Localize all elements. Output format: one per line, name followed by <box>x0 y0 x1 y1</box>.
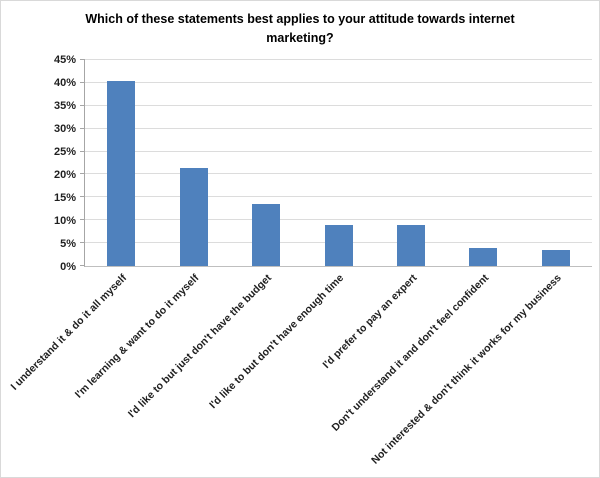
y-axis-tick <box>80 127 85 129</box>
bar <box>396 224 425 266</box>
x-axis-category-label: Don't understand it and don't feel confi… <box>329 272 492 434</box>
x-axis-category-label: I'm learning & want to do it myself <box>72 272 202 401</box>
gridline <box>85 150 592 152</box>
y-axis-tick <box>80 59 85 60</box>
gridline <box>85 173 592 175</box>
gridline <box>85 104 592 106</box>
y-axis-labels: 0% 5% 10% 15% 20% 25% 30% 35% 40% 45% <box>1 54 76 273</box>
y-axis-tick <box>80 81 85 83</box>
y-axis-tick-label: 30% <box>53 122 76 135</box>
y-axis-tick <box>80 265 85 266</box>
bar <box>324 224 353 266</box>
y-axis-tick-label: 15% <box>53 191 76 204</box>
y-axis-tick-label: 0% <box>60 260 76 273</box>
gridline <box>85 81 592 83</box>
y-axis-tick <box>80 219 85 221</box>
y-axis-tick-label: 25% <box>53 145 76 158</box>
plot-area <box>80 59 592 267</box>
chart-title-line-2: marketing? <box>266 31 334 46</box>
gridline <box>85 127 592 129</box>
chart-title-line-1: Which of these statements best applies t… <box>85 12 515 26</box>
x-axis-labels: I understand it & do it all myself I'm le… <box>8 269 592 475</box>
gridline <box>85 196 592 198</box>
gridline <box>85 219 592 221</box>
bar <box>107 80 136 266</box>
bar <box>179 167 208 266</box>
bar <box>541 249 570 266</box>
y-axis-tick <box>80 150 85 152</box>
y-axis-tick-label: 35% <box>53 99 76 112</box>
y-axis-tick <box>80 196 85 198</box>
y-axis-tick-label: 5% <box>60 237 76 250</box>
y-axis-tick-label: 10% <box>53 214 76 227</box>
x-axis-category-label: I'd like to but just don't have the budg… <box>125 272 274 421</box>
x-axis-category-label: I'd like to but don't have enough time <box>207 272 347 412</box>
y-axis-tick <box>80 173 85 175</box>
x-axis-category-label: I understand it & do it all myself <box>8 272 129 393</box>
gridline <box>85 59 592 60</box>
y-axis-tick-label: 45% <box>53 53 76 66</box>
chart-title: Which of these statements best applies t… <box>40 10 560 49</box>
bar <box>469 247 498 266</box>
y-axis-tick-label: 40% <box>53 76 76 89</box>
y-axis-tick <box>80 242 85 244</box>
y-axis-tick-label: 20% <box>53 168 76 181</box>
y-axis-tick <box>80 104 85 106</box>
bar <box>252 204 281 266</box>
